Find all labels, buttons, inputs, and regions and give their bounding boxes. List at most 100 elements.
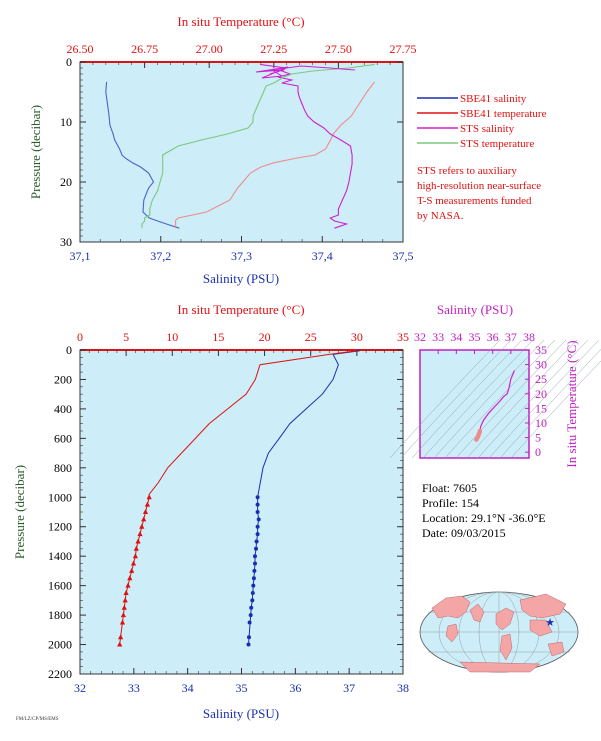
ts-density-contour	[488, 339, 600, 459]
legend: SBE41 salinity SBE41 temperature STS sal…	[417, 93, 547, 222]
lower-temperature-tick-label: 20	[259, 330, 271, 344]
lower-temperature-marker	[141, 516, 147, 522]
lower-salinity-marker	[255, 510, 260, 514]
ts-temperature-tick-label: 10	[535, 416, 547, 430]
legend-label-sbe41-salinity: SBE41 salinity	[460, 93, 527, 105]
lower-pressure-tick-label: 1400	[48, 549, 72, 563]
lower-salinity-marker	[251, 576, 256, 581]
upper-ticks: 37,1 37,2 37,3 37,4 37,5 26.50 26.75 27.00 27.25…	[60, 42, 417, 263]
lower-temperature-marker	[139, 523, 145, 529]
lower-salinity-marker	[254, 539, 259, 544]
lower-salinity-tick-label: 38	[397, 681, 409, 695]
lower-temperature-tick-label: 10	[166, 330, 178, 344]
upper-top-axis-label: In situ Temperature (°C)	[177, 14, 304, 29]
legend-item-sts-temperature: STS temperature	[417, 138, 534, 150]
ts-temperature-tick-label: 35	[535, 343, 547, 357]
lower-temperature-marker	[133, 545, 139, 551]
ts-density-contour	[477, 339, 589, 459]
ts-temperature-tick-label: 25	[535, 372, 547, 386]
ts-density-contour	[466, 339, 578, 459]
ts-temperature-tick-label: 0	[535, 445, 541, 459]
upper-bottom-axis-label: Salinity (PSU)	[203, 271, 279, 286]
lower-top-axis-label: In situ Temperature (°C)	[177, 302, 304, 317]
profile-date: Date: 09/03/2015	[422, 526, 506, 540]
upper-temperature-tick-label: 27.75	[390, 42, 417, 56]
upper-salinity-tick-label: 37,1	[70, 249, 91, 263]
ts-right-axis-label: In situ Temperature (°C)	[564, 340, 579, 467]
lower-temperature-marker	[144, 501, 150, 507]
upper-sts-salinity-surface-noise	[255, 65, 356, 79]
legend-label-sts-salinity: STS salinity	[460, 123, 515, 135]
lower-temperature-marker	[132, 553, 138, 559]
map-land	[431, 593, 567, 673]
lower-temperature-marker	[121, 604, 127, 610]
float-info: Float: 7605 Profile: 154 Location: 29.1°…	[422, 481, 546, 540]
sts-note-line-2: high-resolution near-surface	[417, 180, 541, 192]
lower-salinity-marker	[247, 635, 251, 640]
world-location-map: ★	[419, 591, 579, 673]
lower-pressure-axis-label: Pressure (decibar)	[12, 465, 27, 559]
lower-temperature-marker	[119, 619, 126, 625]
lower-salinity-tick-label: 33	[128, 681, 140, 695]
lower-salinity-marker	[249, 605, 254, 610]
lower-salinity-tick-label: 37	[343, 681, 355, 695]
lower-temperature-marker	[137, 531, 143, 537]
ts-temperature-tick-label: 15	[535, 401, 547, 415]
lower-pressure-tick-label: 1200	[48, 520, 72, 534]
lower-temperature-marker	[135, 538, 141, 544]
sts-note-line-3: T-S measurements funded	[417, 195, 532, 207]
lower-salinity-marker	[248, 613, 253, 618]
upper-pressure-axis-label: Pressure (decibar)	[28, 105, 43, 199]
sts-note-line-1: STS refers to auxiliary	[417, 165, 517, 177]
upper-salinity-tick-label: 37,5	[393, 249, 414, 263]
upper-temperature-tick-label: 27.25	[260, 42, 287, 56]
upper-pressure-tick-label: 10	[60, 115, 72, 129]
lower-pressure-tick-label: 200	[54, 372, 72, 386]
lower-pressure-tick-label: 1000	[48, 490, 72, 504]
lower-temperature-marker	[117, 641, 123, 647]
ts-salinity-tick-label: 37	[505, 330, 517, 344]
upper-salinity-tick-label: 37,4	[312, 249, 333, 263]
lower-temperature-marker	[123, 590, 129, 595]
ts-top-axis-label: Salinity (PSU)	[437, 302, 513, 317]
upper-plot-area	[79, 61, 404, 243]
ts-temperature-tick-label: 30	[535, 358, 547, 372]
lower-bottom-axis-label: Salinity (PSU)	[203, 706, 279, 721]
lower-salinity-marker	[250, 591, 255, 595]
upper-pressure-tick-label: 0	[66, 55, 72, 69]
lower-temperature-marker	[125, 582, 131, 588]
ts-salinity-tick-label: 38	[523, 330, 535, 344]
lower-pressure-tick-label: 400	[54, 402, 72, 416]
lower-salinity-marker	[247, 620, 252, 625]
lower-pressure-tick-label: 600	[54, 431, 72, 445]
lower-plot-area	[79, 349, 404, 675]
lower-salinity-marker	[253, 554, 257, 559]
upper-lines	[105, 63, 376, 229]
lower-temperature-marker	[130, 560, 137, 566]
lower-salinity-marker	[253, 561, 257, 566]
upper-temperature-tick-label: 26.50	[67, 42, 94, 56]
legend-item-sts-salinity: STS salinity	[417, 123, 515, 135]
lower-salinity-marker	[252, 568, 257, 573]
ts-density-contour	[411, 339, 523, 459]
ts-salinity-tick-label: 35	[469, 330, 481, 344]
lower-temperature-tick-label: 15	[212, 330, 224, 344]
upper-series-sbe41-temperature	[175, 81, 376, 229]
ts-density-contour	[444, 339, 556, 459]
float-location: Location: 29.1°N -36.0°E	[422, 511, 546, 525]
ts-salinity-tick-label: 32	[414, 330, 426, 344]
ts-plot-area	[419, 349, 530, 459]
lower-temperature-tick-label: 5	[123, 330, 129, 344]
ts-deep-point	[477, 428, 483, 434]
lower-temperature-marker	[118, 634, 124, 640]
lower-lines	[117, 350, 360, 647]
ts-density-contour	[400, 339, 512, 459]
lower-salinity-tick-label: 36	[289, 681, 301, 695]
legend-label-sts-temperature: STS temperature	[460, 138, 534, 150]
lower-panel: In situ Temperature (°C) Salinity (PSU) …	[12, 302, 409, 721]
lower-temperature-marker	[120, 612, 126, 618]
profile-number: Profile: 154	[422, 496, 479, 510]
lower-temperature-marker	[127, 575, 133, 581]
